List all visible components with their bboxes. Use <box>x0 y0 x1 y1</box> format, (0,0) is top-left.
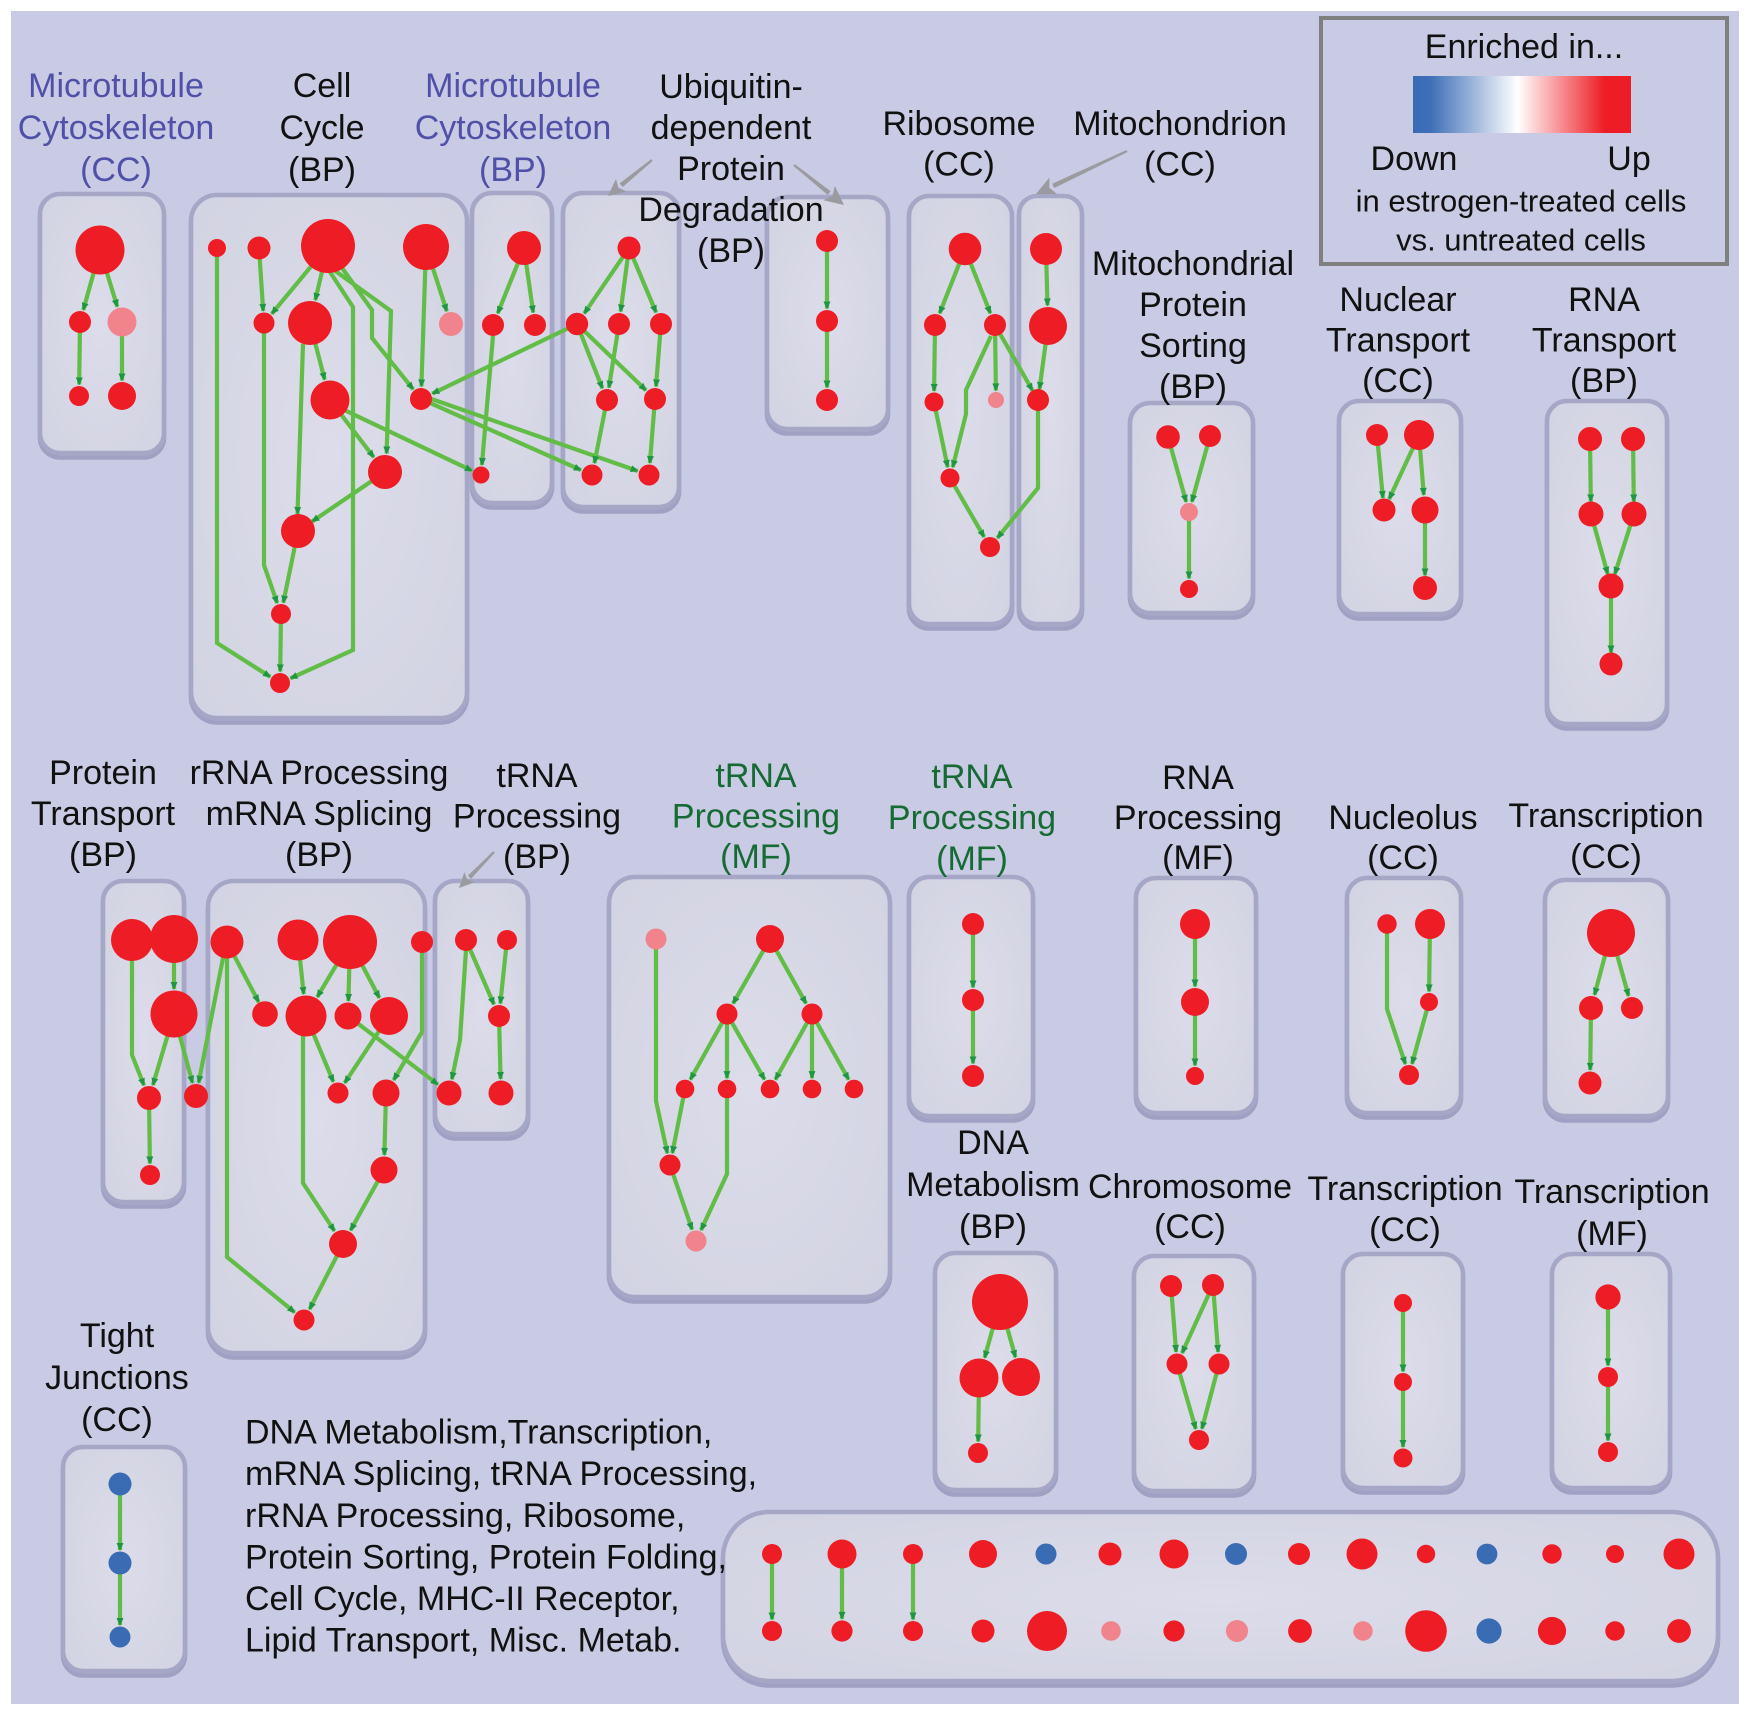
svg-text:Nucleolus: Nucleolus <box>1328 799 1477 837</box>
svg-text:Processing: Processing <box>888 799 1056 837</box>
svg-text:rRNA Processing: rRNA Processing <box>190 754 449 792</box>
svg-text:(CC): (CC) <box>1367 839 1439 877</box>
svg-text:(BP): (BP) <box>959 1208 1027 1246</box>
svg-text:vs. untreated cells: vs. untreated cells <box>1396 223 1646 258</box>
svg-text:Transport: Transport <box>31 795 176 833</box>
svg-text:tRNA: tRNA <box>715 757 797 795</box>
svg-text:(MF): (MF) <box>1162 839 1234 877</box>
svg-text:Enriched in...: Enriched in... <box>1425 28 1623 66</box>
svg-text:Cytoskeleton: Cytoskeleton <box>415 109 612 147</box>
svg-text:Metabolism: Metabolism <box>906 1166 1080 1204</box>
svg-text:Cell: Cell <box>293 67 352 105</box>
svg-text:DNA Metabolism,Transcription,: DNA Metabolism,Transcription, <box>245 1414 712 1452</box>
svg-text:Down: Down <box>1371 140 1458 178</box>
svg-text:tRNA: tRNA <box>496 757 578 795</box>
svg-text:Degradation: Degradation <box>638 191 823 229</box>
svg-text:(BP): (BP) <box>503 838 571 876</box>
svg-text:Junctions: Junctions <box>45 1359 189 1397</box>
svg-text:rRNA Processing, Ribosome,: rRNA Processing, Ribosome, <box>245 1497 685 1535</box>
svg-text:Transcription: Transcription <box>1514 1173 1709 1211</box>
svg-text:Ubiquitin-: Ubiquitin- <box>659 68 803 106</box>
svg-text:(BP): (BP) <box>1159 368 1227 406</box>
svg-text:(CC): (CC) <box>1144 146 1216 184</box>
svg-text:dependent: dependent <box>651 109 812 147</box>
svg-text:Cytoskeleton: Cytoskeleton <box>18 109 215 147</box>
svg-text:(BP): (BP) <box>285 836 353 874</box>
svg-text:(BP): (BP) <box>288 151 356 189</box>
svg-text:Transcription: Transcription <box>1508 797 1703 835</box>
svg-text:(CC): (CC) <box>1570 838 1642 876</box>
svg-text:(CC): (CC) <box>80 151 152 189</box>
svg-text:(CC): (CC) <box>1362 362 1434 400</box>
svg-text:tRNA: tRNA <box>931 758 1013 796</box>
svg-text:Sorting: Sorting <box>1139 327 1247 365</box>
svg-text:(BP): (BP) <box>1570 362 1638 400</box>
svg-text:Transport: Transport <box>1326 322 1471 360</box>
svg-text:(MF): (MF) <box>1576 1215 1648 1253</box>
svg-text:(MF): (MF) <box>936 840 1008 878</box>
svg-text:Mitochondrial: Mitochondrial <box>1092 245 1294 283</box>
svg-text:Tight: Tight <box>80 1317 155 1355</box>
svg-text:(CC): (CC) <box>923 146 995 184</box>
svg-text:Processing: Processing <box>1114 799 1282 837</box>
svg-text:(MF): (MF) <box>720 838 792 876</box>
svg-text:Transcription: Transcription <box>1307 1170 1502 1208</box>
svg-text:Processing: Processing <box>453 798 621 836</box>
svg-text:DNA: DNA <box>957 1124 1029 1162</box>
svg-text:Protein Sorting, Protein Foldi: Protein Sorting, Protein Folding, <box>245 1538 727 1576</box>
svg-text:Mitochondrion: Mitochondrion <box>1073 105 1287 143</box>
svg-text:Chromosome: Chromosome <box>1088 1168 1292 1206</box>
svg-text:Protein: Protein <box>1139 286 1247 324</box>
svg-text:in estrogen-treated cells: in estrogen-treated cells <box>1356 184 1687 219</box>
svg-text:Microtubule: Microtubule <box>28 67 204 105</box>
svg-text:mRNA Splicing: mRNA Splicing <box>206 795 433 833</box>
svg-text:Up: Up <box>1607 140 1650 178</box>
svg-text:(BP): (BP) <box>697 232 765 270</box>
svg-text:(BP): (BP) <box>479 151 547 189</box>
svg-text:(CC): (CC) <box>1154 1208 1226 1246</box>
svg-text:Protein: Protein <box>677 150 785 188</box>
svg-text:Nuclear: Nuclear <box>1339 281 1456 319</box>
svg-text:Cell Cycle, MHC-II Receptor,: Cell Cycle, MHC-II Receptor, <box>245 1580 680 1618</box>
svg-text:(CC): (CC) <box>1369 1211 1441 1249</box>
svg-text:mRNA Splicing, tRNA Processing: mRNA Splicing, tRNA Processing, <box>245 1455 757 1493</box>
svg-text:RNA: RNA <box>1568 281 1640 319</box>
svg-text:Lipid Transport, Misc. Metab.: Lipid Transport, Misc. Metab. <box>245 1622 682 1660</box>
svg-text:Transport: Transport <box>1532 322 1677 360</box>
svg-text:Processing: Processing <box>672 798 840 836</box>
svg-text:Ribosome: Ribosome <box>882 105 1035 143</box>
svg-text:(CC): (CC) <box>81 1401 153 1439</box>
svg-text:Cycle: Cycle <box>279 109 364 147</box>
svg-text:RNA: RNA <box>1162 759 1234 797</box>
svg-text:(BP): (BP) <box>69 836 137 874</box>
svg-text:Protein: Protein <box>49 754 157 792</box>
svg-text:Microtubule: Microtubule <box>425 67 601 105</box>
